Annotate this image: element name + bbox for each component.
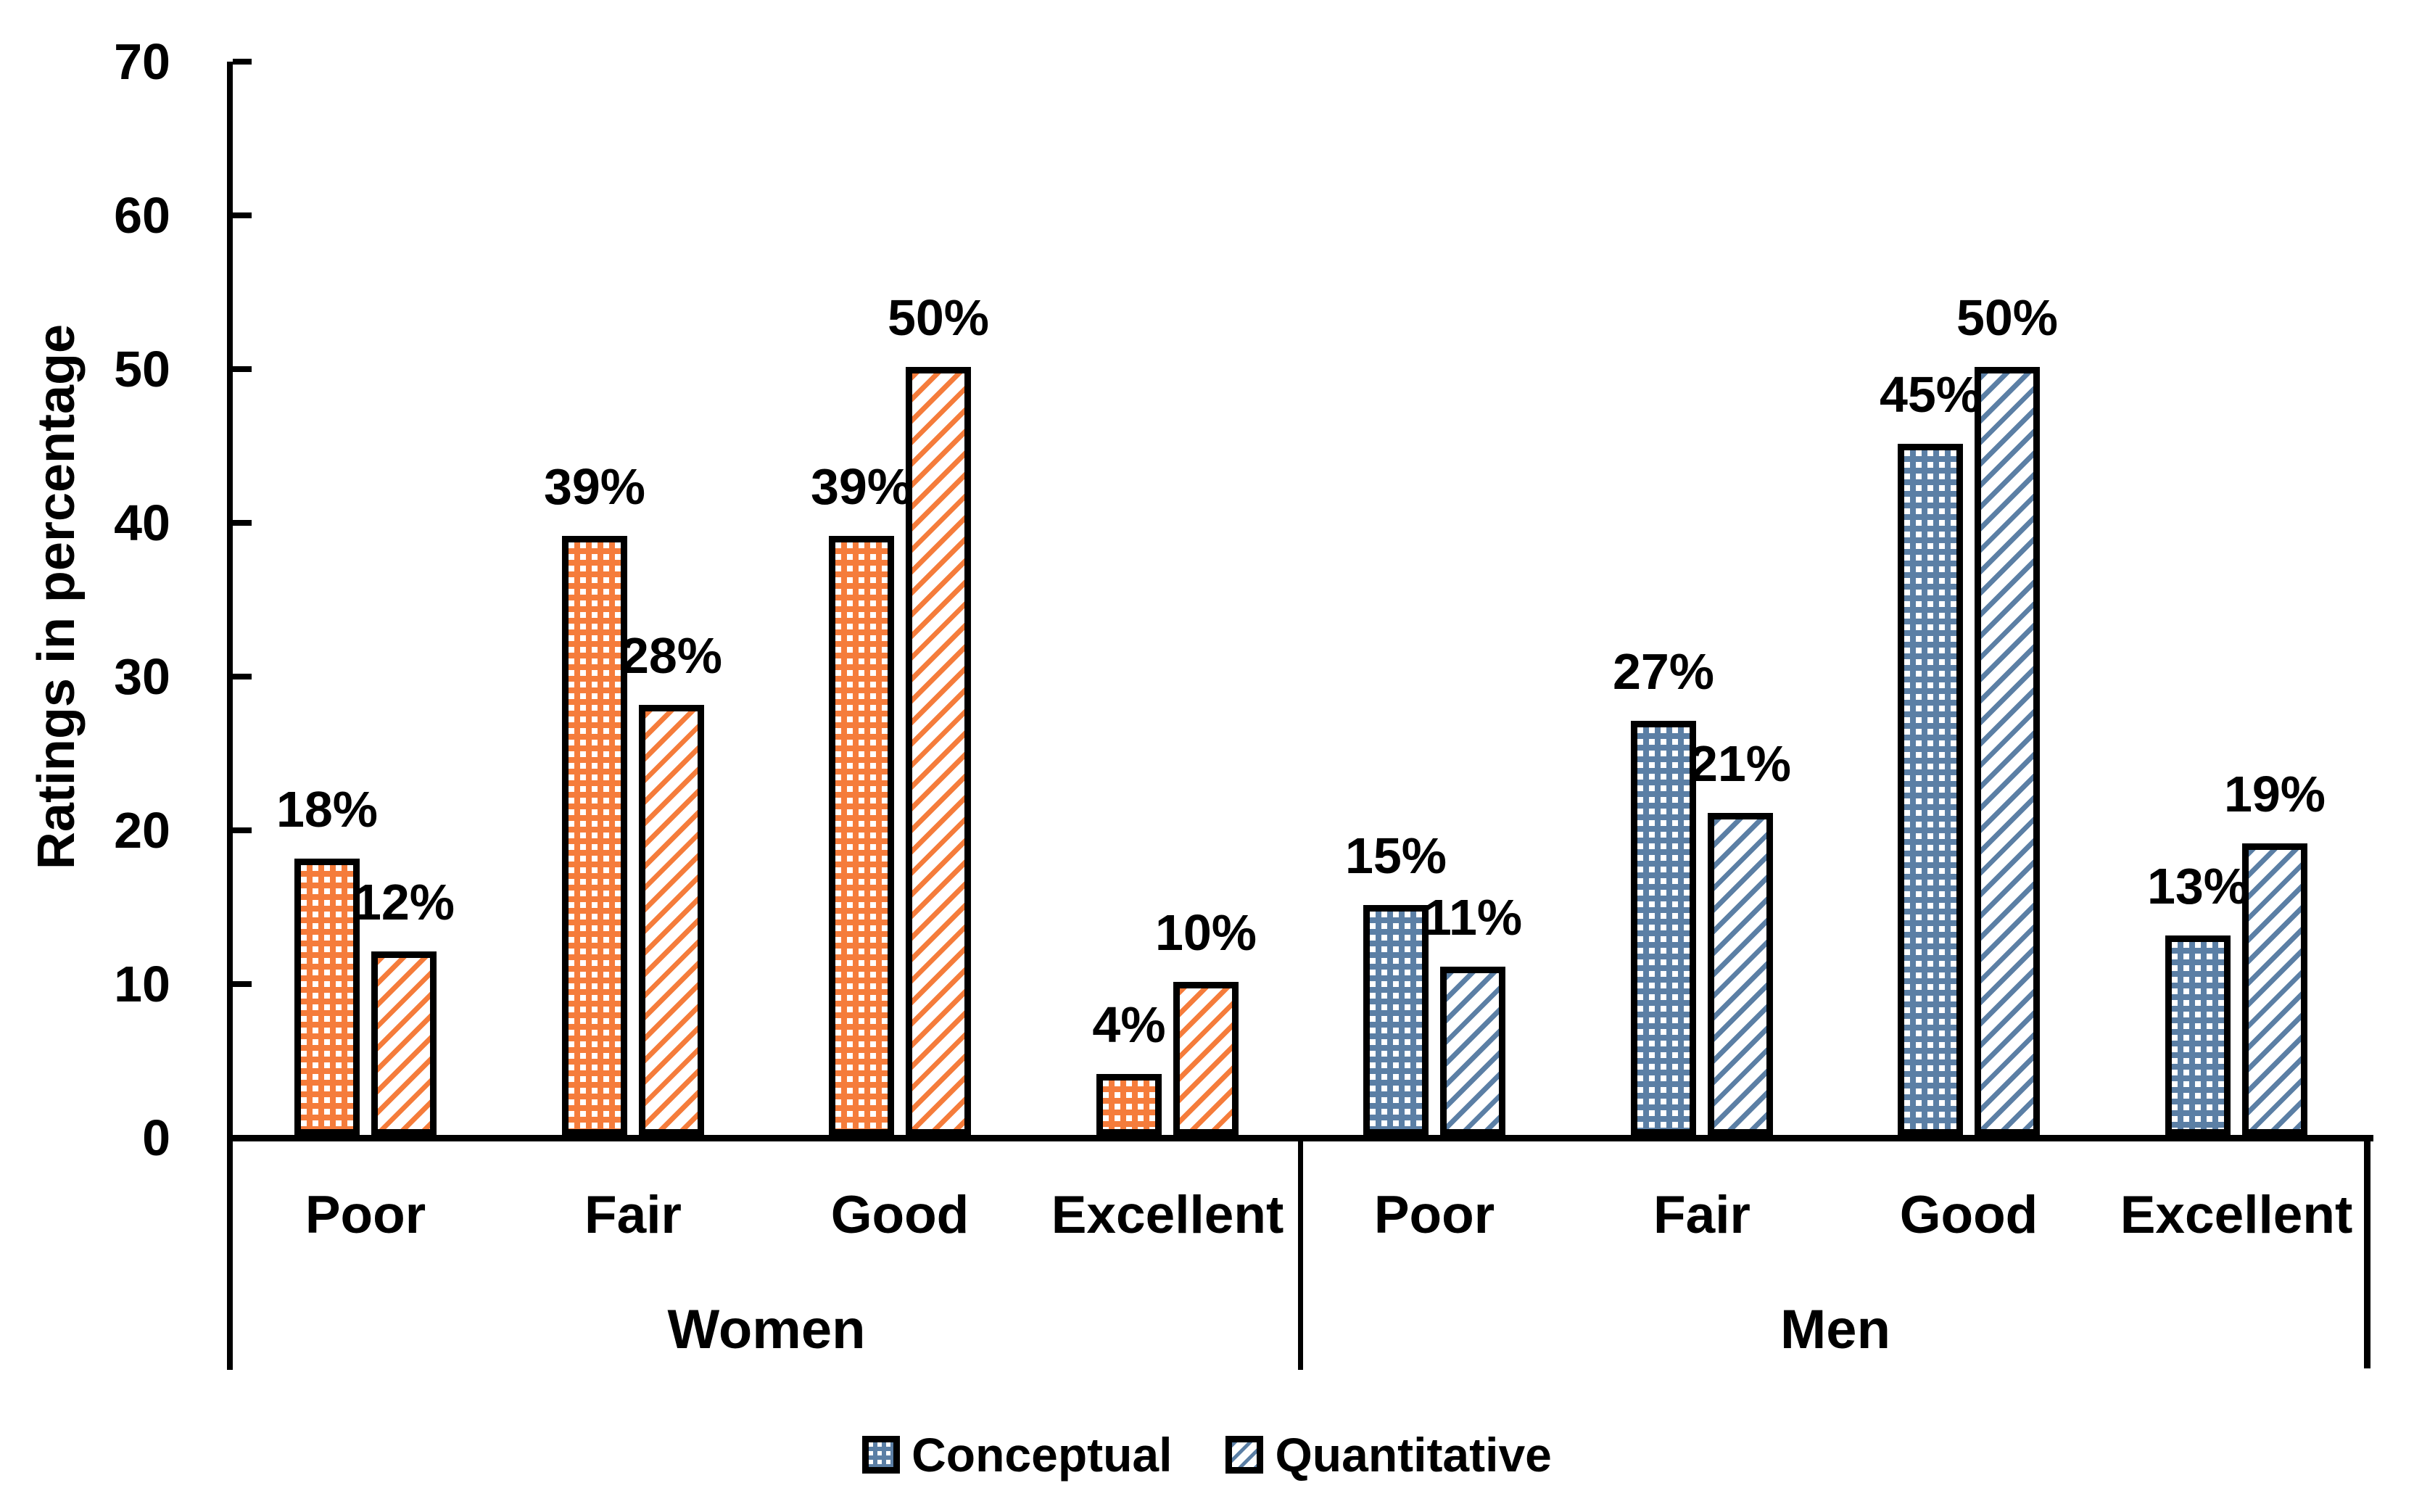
y-axis-tick (233, 827, 252, 833)
bar-women-poor-conceptual (294, 859, 360, 1136)
legend-label-quantitative: Quantitative (1275, 1428, 1552, 1482)
group-label-men: Men (1780, 1299, 1890, 1360)
bar-women-good-conceptual (829, 536, 894, 1136)
bar-women-excellent-quantitative (1173, 982, 1239, 1136)
bar-women-poor-quantitative (371, 951, 437, 1136)
y-axis-tick (233, 981, 252, 987)
category-label-women-excellent: Excellent (1051, 1186, 1284, 1244)
bar-women-excellent-conceptual (1096, 1074, 1162, 1136)
legend-label-conceptual: Conceptual (912, 1428, 1173, 1482)
x-axis-line (227, 1135, 2373, 1141)
bar-value-label: 39% (810, 458, 913, 515)
bar-value-label: 12% (352, 874, 455, 930)
category-label-women-poor: Poor (305, 1186, 426, 1244)
category-label-women-good: Good (830, 1186, 970, 1244)
right-border-line (2364, 1141, 2370, 1368)
bar-value-label: 19% (2223, 766, 2326, 822)
bar-men-poor-conceptual (1363, 905, 1429, 1136)
bar-value-label: 50% (887, 289, 990, 346)
bar-value-label: 13% (2146, 858, 2249, 914)
category-label-men-excellent: Excellent (2120, 1186, 2353, 1244)
bar-value-label: 45% (1879, 366, 1982, 423)
y-axis-tick-label: 30 (114, 648, 170, 705)
bar-value-label: 21% (1689, 735, 1792, 792)
bar-women-fair-conceptual (562, 536, 627, 1136)
bar-value-label: 18% (276, 781, 379, 838)
y-axis-tick-label: 10 (114, 956, 170, 1012)
bar-value-label: 10% (1154, 904, 1257, 961)
y-axis-line (227, 62, 233, 1370)
bar-men-good-conceptual (1898, 444, 1963, 1136)
y-axis-tick (233, 212, 252, 218)
category-label-men-fair: Fair (1653, 1186, 1750, 1244)
bar-men-fair-quantitative (1708, 813, 1773, 1136)
bar-value-label: 11% (1423, 889, 1523, 946)
category-label-men-good: Good (1899, 1186, 2038, 1244)
y-axis-tick (233, 520, 252, 526)
group-label-women: Women (667, 1299, 866, 1360)
bar-value-label: 50% (1956, 289, 2059, 346)
bar-value-label: 4% (1092, 996, 1166, 1053)
y-axis-tick-label: 40 (114, 495, 170, 551)
y-axis-title: Ratings in percentage (28, 323, 86, 870)
legend: Conceptual Quantitative (0, 1426, 2414, 1484)
category-label-women-fair: Fair (584, 1186, 682, 1244)
y-axis-tick (233, 674, 252, 679)
bar-men-good-quantitative (1975, 367, 2040, 1136)
bar-women-good-quantitative (906, 367, 971, 1136)
bar-men-excellent-conceptual (2165, 935, 2231, 1136)
y-axis-tick-label: 60 (114, 187, 170, 244)
y-axis-tick-label: 50 (114, 341, 170, 397)
bar-value-label: 39% (543, 458, 646, 515)
bar-value-label: 28% (620, 627, 723, 684)
legend-item-conceptual: Conceptual (862, 1426, 1172, 1484)
y-axis-tick-label: 70 (114, 33, 170, 90)
quantitative-diagonal-swatch-icon (1225, 1436, 1264, 1474)
conceptual-dots-swatch-icon (862, 1436, 901, 1474)
y-axis-tick (233, 59, 252, 65)
category-label-men-poor: Poor (1373, 1186, 1495, 1244)
legend-item-quantitative: Quantitative (1225, 1426, 1552, 1484)
y-axis-tick (233, 366, 252, 372)
bar-men-poor-quantitative (1440, 967, 1505, 1136)
bar-value-label: 15% (1344, 827, 1447, 884)
bar-men-fair-conceptual (1631, 721, 1696, 1136)
bar-men-excellent-quantitative (2242, 843, 2307, 1136)
y-axis-tick-label: 0 (142, 1110, 170, 1166)
group-divider-line (1298, 1141, 1303, 1370)
y-axis-tick-label: 20 (114, 802, 170, 859)
bar-value-label: 27% (1612, 643, 1715, 700)
bar-women-fair-quantitative (639, 705, 704, 1136)
